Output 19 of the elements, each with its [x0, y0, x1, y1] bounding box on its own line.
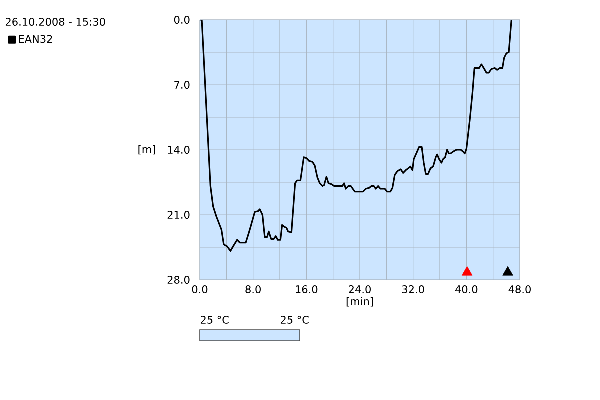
y-tick-label: 7.0 [174, 81, 190, 89]
x-tick-label: 40.0 [455, 286, 478, 294]
x-tick-label: 8.0 [246, 286, 261, 294]
x-tick-label: 16.0 [296, 286, 318, 294]
x-axis-title: [min] [346, 297, 374, 307]
y-tick-label: 28.0 [168, 276, 190, 284]
y-tick-label: 0.0 [174, 16, 190, 24]
line-series [200, 20, 512, 252]
text: 25 °C [280, 316, 309, 324]
legend-label: EAN32 [19, 35, 52, 44]
y-tick-label: 21.0 [168, 211, 190, 219]
x-tick-label: 48.0 [508, 286, 531, 294]
x-tick-label: 24.0 [349, 286, 371, 294]
text: 25 °C [200, 316, 229, 324]
text: 26.10.2008 - 15:30 [6, 18, 106, 26]
y-axis-title: [m] [138, 145, 156, 155]
x-tick-label: 0.0 [192, 286, 208, 294]
y-tick-label: 14.0 [168, 146, 190, 154]
x-tick-label: 32.0 [402, 286, 424, 294]
